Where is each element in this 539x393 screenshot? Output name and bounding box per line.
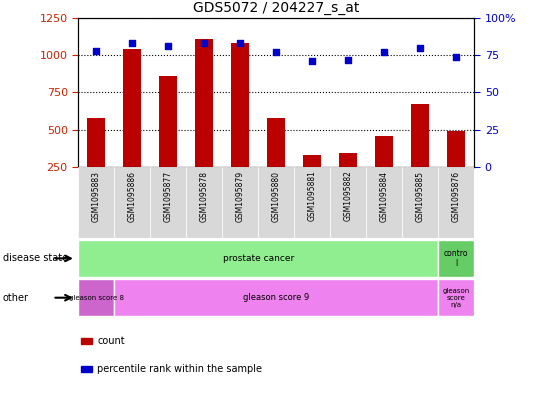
Text: GSM1095885: GSM1095885 <box>416 171 425 222</box>
Bar <box>330 167 367 238</box>
Bar <box>375 136 393 167</box>
Text: GSM1095879: GSM1095879 <box>236 171 245 222</box>
Text: GSM1095880: GSM1095880 <box>272 171 281 222</box>
Bar <box>222 167 258 238</box>
Text: GSM1095884: GSM1095884 <box>380 171 389 222</box>
Text: gleason score 9: gleason score 9 <box>243 293 309 302</box>
Text: GSM1095881: GSM1095881 <box>308 171 317 221</box>
Bar <box>447 131 465 167</box>
Bar <box>114 167 150 238</box>
Text: GSM1095877: GSM1095877 <box>164 171 172 222</box>
Point <box>272 49 281 55</box>
Bar <box>159 76 177 167</box>
Point <box>416 44 425 51</box>
Text: GSM1095886: GSM1095886 <box>128 171 137 222</box>
Point <box>164 43 172 49</box>
Point <box>380 49 389 55</box>
Bar <box>81 338 92 343</box>
Point <box>236 40 245 46</box>
Text: percentile rank within the sample: percentile rank within the sample <box>98 364 262 374</box>
Bar <box>303 155 321 167</box>
Bar <box>78 167 114 238</box>
Text: contro
l: contro l <box>444 249 468 268</box>
Bar <box>402 167 438 238</box>
Bar <box>150 167 186 238</box>
Point <box>92 48 100 54</box>
Text: GSM1095876: GSM1095876 <box>452 171 461 222</box>
Bar <box>81 366 92 372</box>
Bar <box>87 118 105 167</box>
Title: GDS5072 / 204227_s_at: GDS5072 / 204227_s_at <box>193 1 360 15</box>
Text: count: count <box>98 336 125 346</box>
Bar <box>186 167 222 238</box>
Bar <box>438 240 474 277</box>
Bar <box>195 39 213 167</box>
Point <box>128 40 136 46</box>
Bar <box>339 153 357 167</box>
Text: gleason
score
n/a: gleason score n/a <box>443 288 470 308</box>
Text: prostate cancer: prostate cancer <box>223 254 294 263</box>
Bar <box>294 167 330 238</box>
Text: gleason score 8: gleason score 8 <box>68 295 123 301</box>
Bar <box>258 167 294 238</box>
Text: GSM1095882: GSM1095882 <box>344 171 353 221</box>
Text: disease state: disease state <box>3 253 68 263</box>
Point <box>200 40 209 46</box>
Bar <box>114 279 438 316</box>
Bar <box>267 118 285 167</box>
Point <box>344 56 353 62</box>
Bar <box>438 167 474 238</box>
Text: GSM1095878: GSM1095878 <box>200 171 209 222</box>
Bar <box>438 279 474 316</box>
Point <box>308 58 316 64</box>
Bar <box>78 279 114 316</box>
Text: GSM1095883: GSM1095883 <box>92 171 101 222</box>
Text: other: other <box>3 293 29 303</box>
Bar <box>367 167 402 238</box>
Bar <box>231 43 249 167</box>
Point <box>452 53 461 60</box>
Bar <box>123 49 141 167</box>
Bar <box>411 104 429 167</box>
